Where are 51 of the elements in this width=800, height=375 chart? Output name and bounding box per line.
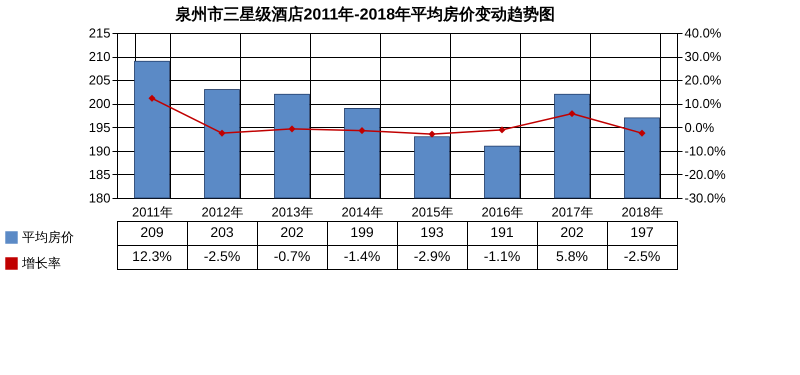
x-tick-label: 2012年 <box>202 204 244 220</box>
x-tick-label: 2017年 <box>552 204 594 220</box>
data-label: -0.7% <box>274 248 310 264</box>
data-label: -1.4% <box>344 248 380 264</box>
data-label: 199 <box>350 224 374 240</box>
y2-tick-label: 40.0% <box>684 26 722 40</box>
point <box>218 130 226 137</box>
y-tick-label: 190 <box>88 143 110 158</box>
data-label: -1.1% <box>484 248 520 264</box>
x-tick-label: 2014年 <box>342 204 384 220</box>
data-label: 202 <box>560 224 584 240</box>
data-label: -2.5% <box>624 248 660 264</box>
point <box>638 130 646 137</box>
data-label: -2.5% <box>204 248 240 264</box>
y-tick-label: 195 <box>88 120 110 135</box>
y2-tick-label: 30.0% <box>684 49 722 64</box>
legend-label: 平均房价 <box>22 230 74 244</box>
y-tick-label: 215 <box>88 26 110 40</box>
y-tick-label: 185 <box>88 166 110 182</box>
data-label: 191 <box>490 224 514 240</box>
data-label: 203 <box>210 224 234 240</box>
point <box>568 110 576 118</box>
legend-label: 增长率 <box>21 256 61 270</box>
y2-tick-label: -20.0% <box>684 166 726 182</box>
x-tick-label: 2018年 <box>622 204 664 220</box>
point <box>428 130 436 138</box>
x-tick-label: 2015年 <box>412 204 454 220</box>
data-label: 209 <box>140 224 164 240</box>
y2-tick-label: -30.0% <box>684 190 726 206</box>
data-label: 202 <box>280 224 304 240</box>
y2-tick-label: -10.0% <box>684 143 726 158</box>
y-tick-label: 200 <box>88 96 110 112</box>
y-tick-label: 180 <box>88 190 110 206</box>
data-label: 197 <box>630 224 654 240</box>
point <box>358 127 366 134</box>
y2-tick-label: 20.0% <box>684 72 722 88</box>
data-label: -2.9% <box>414 248 450 264</box>
data-label: 193 <box>420 224 444 240</box>
y2-tick-label: 10.0% <box>684 96 722 112</box>
x-tick-label: 2011年 <box>132 204 173 220</box>
y2-tick-label: 0.0% <box>684 120 715 135</box>
x-tick-label: 2013年 <box>272 204 314 220</box>
data-label: 5.8% <box>556 248 588 264</box>
point <box>498 126 506 134</box>
data-label: 12.3% <box>132 248 172 264</box>
y-tick-label: 205 <box>88 72 110 88</box>
chart-title: 泉州市三星级酒店2011年-2018年平均房价变动趋势图 <box>174 4 556 24</box>
point <box>288 125 296 132</box>
point <box>148 94 156 102</box>
y-tick-label: 210 <box>88 49 110 64</box>
x-tick-label: 2016年 <box>482 204 524 220</box>
